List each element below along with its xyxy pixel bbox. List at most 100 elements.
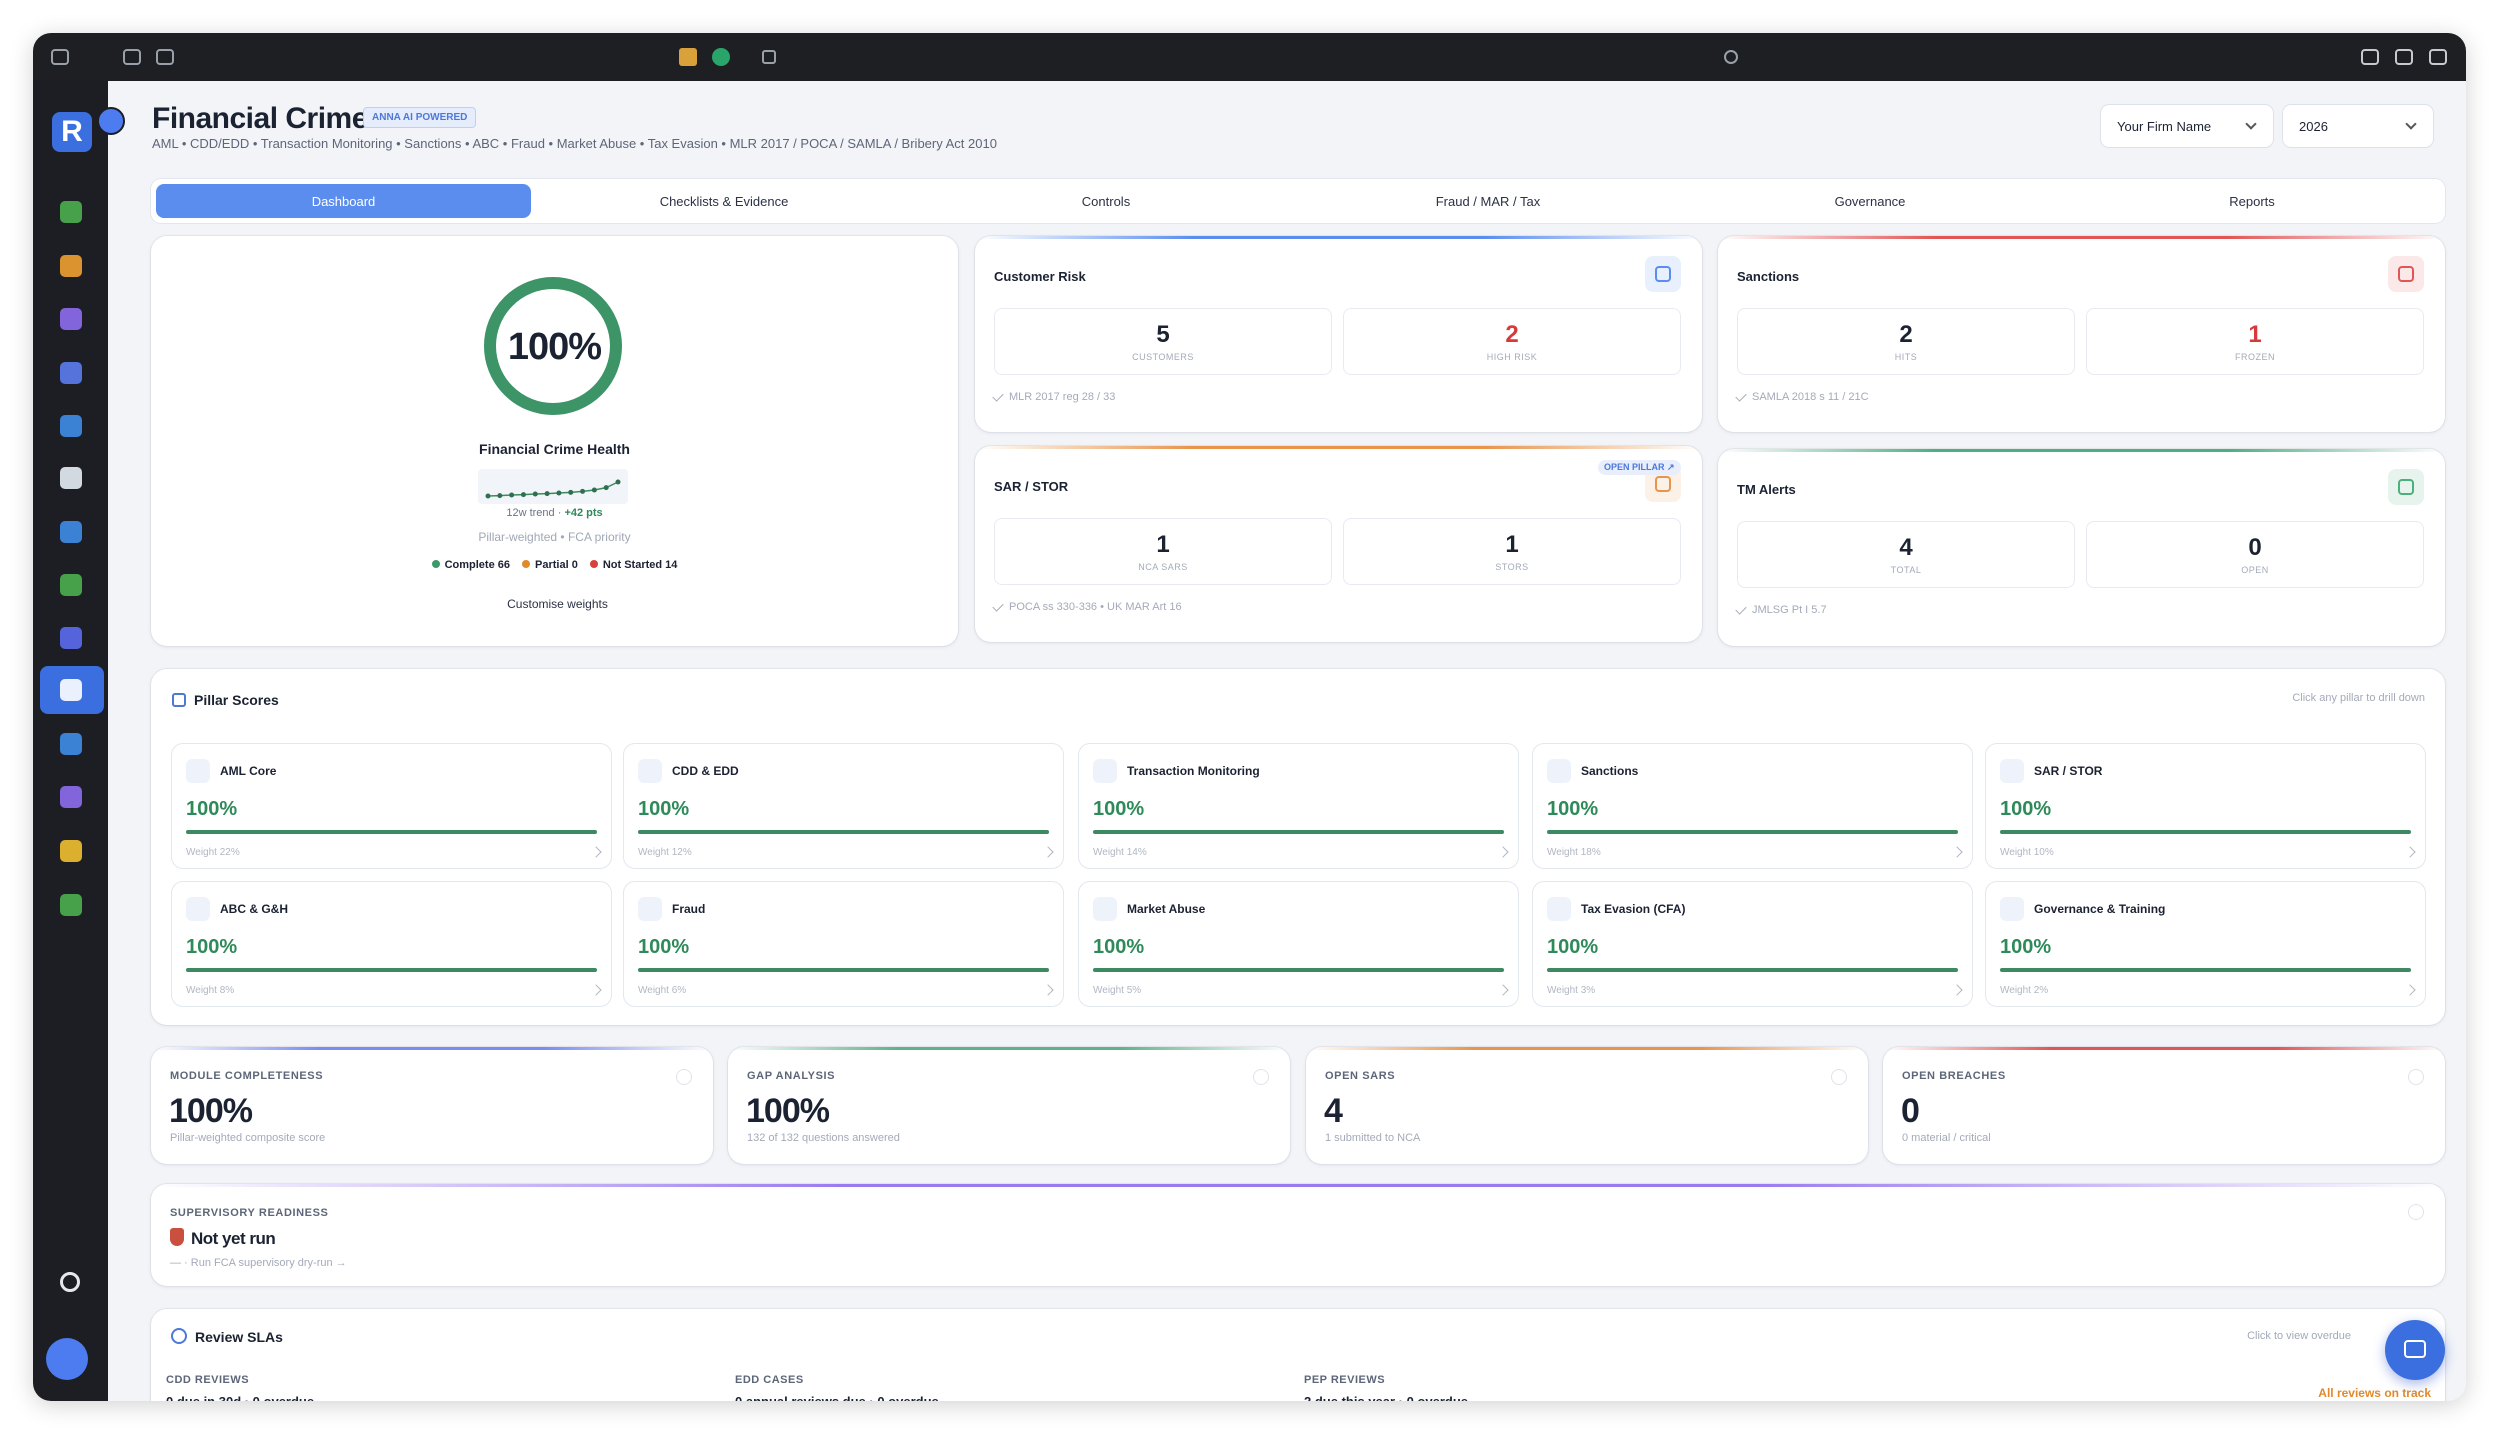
tab-label: Governance (1834, 194, 1906, 209)
stat-value: 4 (1899, 534, 1913, 561)
browser-window: R Financial Crime ANNA AI POWERED AML • CDD… (33, 33, 2466, 1401)
pillar-weight: Weight 8% (186, 985, 235, 996)
tab-label: Reports (2229, 194, 2275, 209)
tab[interactable]: Reports (2061, 184, 2443, 218)
nav-icon[interactable] (60, 840, 82, 862)
sparkline-point (615, 479, 621, 485)
stat-label: STORS (1495, 562, 1529, 572)
pillar-icon (638, 759, 662, 783)
accent-line (975, 446, 1702, 449)
stat-value: 1 (2248, 321, 2262, 348)
kpi-icon (1253, 1069, 1269, 1085)
pillar-score: 100% (1547, 936, 1599, 958)
open-pillar-badge: OPEN PILLAR ↗ (1598, 460, 1681, 475)
pillar-arrow (590, 846, 602, 858)
review-title: Review SLAs (195, 1329, 283, 1345)
nav-icon[interactable] (60, 521, 82, 543)
card-reference: MLR 2017 reg 28 / 33 (1009, 391, 1116, 403)
chat-button[interactable] (2385, 1320, 2445, 1380)
pillar-name: Market Abuse (1127, 902, 1206, 916)
reload-icon (1724, 50, 1738, 64)
accent-line (151, 1047, 713, 1050)
extension-icon (712, 48, 730, 66)
accent-line (1883, 1047, 2445, 1050)
nav-icon[interactable] (60, 894, 82, 916)
pillar-tile[interactable]: Market Abuse 100% Weight 5% (1078, 881, 1519, 1007)
tab[interactable]: Checklists & Evidence (533, 184, 915, 218)
collapse-button[interactable] (97, 107, 125, 135)
tab[interactable]: Governance (1679, 184, 2061, 218)
legend-dot (431, 560, 440, 568)
pillar-name: Transaction Monitoring (1127, 764, 1260, 778)
kpi-title: GAP ANALYSIS (747, 1070, 836, 1082)
nav-icon[interactable] (60, 733, 82, 755)
pillar-tile[interactable]: Fraud 100% Weight 6% (623, 881, 1064, 1007)
pillar-weight: Weight 14% (1093, 847, 1147, 858)
nav-icon[interactable] (60, 415, 82, 437)
nav-icon[interactable] (60, 627, 82, 649)
nav-icon[interactable] (60, 255, 82, 277)
pillar-name: AML Core (220, 764, 277, 778)
check-icon (992, 390, 1004, 402)
pillar-tile[interactable]: SAR / STOR 100% Weight 10% (1985, 743, 2426, 869)
select[interactable]: 2026 (2283, 105, 2433, 147)
pillar-tile[interactable]: CDD & EDD 100% Weight 12% (623, 743, 1064, 869)
nav-icon[interactable] (60, 786, 82, 808)
pillar-tile[interactable]: Governance & Training 100% Weight 2% (1985, 881, 2426, 1007)
pillar-arrow (1951, 984, 1963, 996)
user-avatar[interactable] (46, 1338, 88, 1380)
pillar-weight: Weight 6% (638, 985, 687, 996)
pillar-icon (186, 759, 210, 783)
pillar-bar (2000, 830, 2411, 834)
toolbar-button (2361, 49, 2379, 65)
pillar-arrow (2404, 984, 2416, 996)
pillar-tile[interactable]: ABC & G&H 100% Weight 8% (171, 881, 612, 1007)
tab[interactable]: Dashboard (156, 184, 531, 218)
stat-label: TOTAL (1890, 565, 1922, 575)
legend-dot (522, 560, 530, 568)
sparkline-point (544, 491, 550, 497)
select-value: Your Firm Name (2117, 119, 2212, 134)
theme-toggle[interactable] (60, 1272, 80, 1292)
pillar-weight: Weight 10% (2000, 847, 2054, 858)
sparkline-point (485, 493, 491, 499)
nav-icon[interactable] (60, 362, 82, 384)
health-card: 100% Financial Crime Health 12w trend · +4… (151, 236, 958, 646)
nav-icon[interactable] (60, 679, 82, 701)
tab-label: Controls (1081, 194, 1131, 209)
pillar-tile[interactable]: Tax Evasion (CFA) 100% Weight 3% (1532, 881, 1973, 1007)
nav-icon[interactable] (60, 201, 82, 223)
nav-icon[interactable] (60, 308, 82, 330)
pillar-score: 100% (186, 936, 238, 958)
pillar-name: ABC & G&H (220, 902, 288, 916)
card-icon-glyph (2398, 479, 2414, 495)
pillar-name: Tax Evasion (CFA) (1581, 902, 1686, 916)
panel-icon (172, 693, 186, 707)
card-title: Sanctions (1737, 269, 1800, 284)
tab[interactable]: Controls (915, 184, 1297, 218)
accent-line (1306, 1047, 1868, 1050)
kpi-note: 0 material / critical (1902, 1132, 1991, 1144)
page: R Financial Crime ANNA AI POWERED AML • CDD… (33, 33, 2466, 1401)
stat-box: 1 FROZEN (2086, 308, 2424, 375)
pillar-tile[interactable]: Sanctions 100% Weight 18% (1532, 743, 1973, 869)
kpi-value: 100% (746, 1092, 830, 1130)
nav-icon[interactable] (60, 467, 82, 489)
kpi-card: MODULE COMPLETENESS 100% Pillar-weighted c… (151, 1047, 713, 1164)
kpi-icon (2408, 1069, 2424, 1085)
readiness-status-icon (2408, 1204, 2424, 1220)
pillar-tile[interactable]: Transaction Monitoring 100% Weight 14% (1078, 743, 1519, 869)
toolbar-button (2429, 49, 2447, 65)
pillar-name: SAR / STOR (2034, 764, 2103, 778)
card-icon-glyph (1655, 266, 1671, 282)
pillar-arrow (1497, 846, 1509, 858)
sparkline-point (556, 490, 562, 496)
select[interactable]: Your Firm Name (2101, 105, 2273, 147)
tab[interactable]: Fraud / MAR / Tax (1297, 184, 1679, 218)
nav-icon[interactable] (60, 574, 82, 596)
stat-label: CUSTOMERS (1132, 352, 1194, 362)
customise-weights-button[interactable]: Customise weights (151, 597, 958, 613)
pillar-tile[interactable]: AML Core 100% Weight 22% (171, 743, 612, 869)
stat-value: 2 (1505, 321, 1519, 348)
kpi-title: MODULE COMPLETENESS (170, 1070, 324, 1082)
